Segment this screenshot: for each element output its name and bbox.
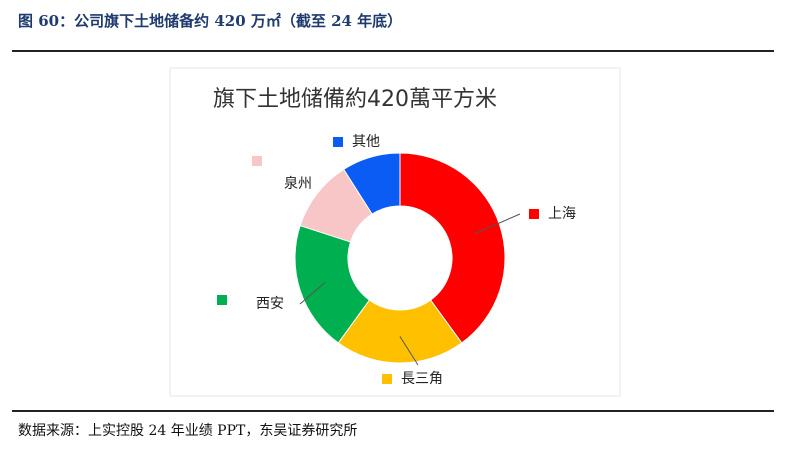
- legend-swatch: [529, 209, 539, 219]
- segment-label: 泉州: [284, 175, 312, 192]
- top-rule: [12, 50, 774, 52]
- donut-segment: [399, 152, 506, 344]
- donut-segment: [343, 152, 401, 215]
- legend-swatch: [217, 295, 227, 305]
- donut-segment: [294, 224, 371, 344]
- segment-label: 西安: [256, 296, 284, 312]
- source-note: 数据来源：上实控股 24 年业绩 PPT，东吴证券研究所: [18, 423, 358, 439]
- segment-label: 長三角: [401, 371, 443, 387]
- figure-heading: 图 60：公司旗下土地储备约 420 万㎡（截至 24 年底）: [18, 12, 403, 30]
- leader-line: [399, 336, 419, 366]
- segment-label: 上海: [548, 206, 576, 222]
- leader-line: [474, 213, 521, 235]
- legend-swatch: [333, 137, 343, 147]
- donut-segment: [337, 299, 463, 364]
- bottom-rule: [12, 410, 774, 412]
- chart-title: 旗下土地储備約420萬平方米: [213, 87, 497, 112]
- segment-label: 其他: [352, 134, 380, 150]
- leader-line: [299, 281, 326, 305]
- legend-swatch: [252, 156, 262, 166]
- legend-swatch: [382, 374, 392, 384]
